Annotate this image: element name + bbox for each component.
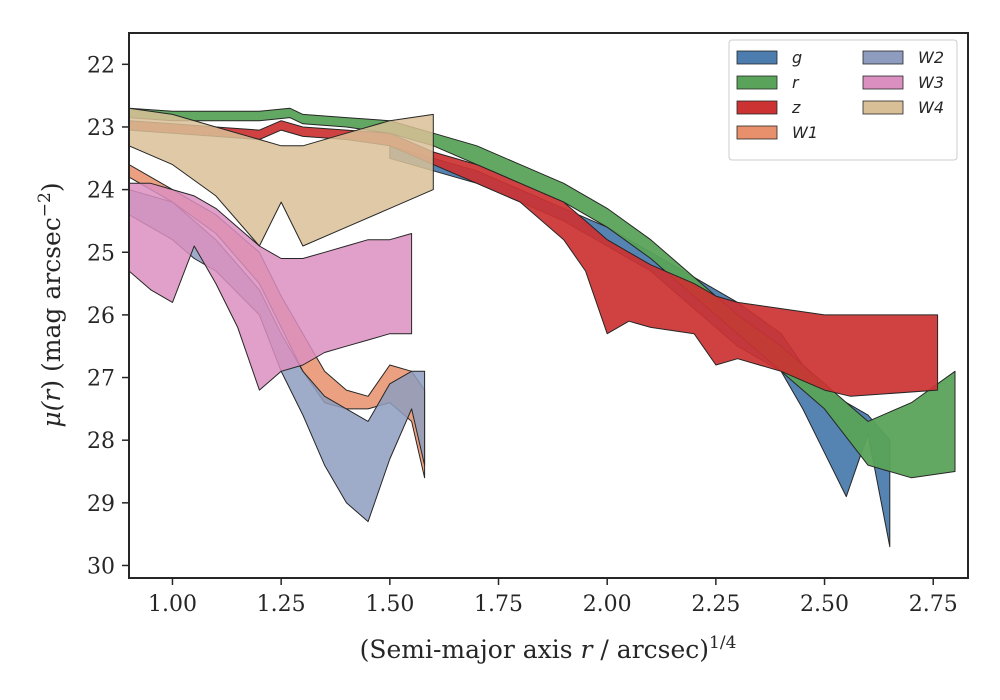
legend-box bbox=[728, 39, 958, 161]
y-axis-label: μ(r) (mag arcsec−2) bbox=[35, 182, 66, 427]
legend-swatch bbox=[736, 50, 778, 65]
x-tick-label: 1.50 bbox=[365, 592, 414, 617]
legend-label: W2 bbox=[918, 48, 944, 67]
axes: 1.00 1.25 1.50 1.75 2.00 2.25 2.50 2.75 22 23 24 25… bbox=[87, 32, 969, 617]
x-tick-label: 2.25 bbox=[691, 592, 740, 617]
series-bands bbox=[129, 107, 956, 548]
legend-swatch bbox=[862, 75, 904, 90]
y-tick-label: 25 bbox=[87, 241, 115, 266]
x-tick-label: 2.50 bbox=[800, 592, 849, 617]
x-axis-label: (Semi-major axis r / arcsec)1/4 bbox=[360, 633, 737, 664]
legend-swatch bbox=[862, 100, 904, 115]
band-w3 bbox=[129, 182, 413, 391]
y-tick-label: 23 bbox=[87, 116, 115, 141]
x-tick-label: 2.75 bbox=[909, 592, 958, 617]
plot-frame bbox=[128, 32, 969, 579]
x-tick-label: 1.75 bbox=[474, 592, 523, 617]
legend-label: r bbox=[792, 73, 800, 92]
legend: grz W1 W2 W3 W4 bbox=[728, 39, 958, 161]
band-w4 bbox=[129, 107, 434, 247]
legend-swatch bbox=[736, 100, 778, 115]
y-tick-label: 28 bbox=[87, 429, 115, 454]
y-tick-label: 26 bbox=[87, 304, 115, 329]
legend-swatch bbox=[862, 50, 904, 65]
legend-label: g bbox=[792, 48, 802, 67]
plot-area bbox=[129, 107, 956, 548]
x-tick-label: 2.00 bbox=[583, 592, 632, 617]
y-tick-label: 24 bbox=[87, 179, 115, 204]
y-tick-label: 22 bbox=[87, 53, 115, 78]
y-tick-label: 30 bbox=[87, 554, 115, 579]
legend-label: W4 bbox=[918, 98, 944, 117]
y-tick-label: 29 bbox=[87, 492, 115, 517]
x-tick-label: 1.25 bbox=[257, 592, 306, 617]
legend-swatch bbox=[736, 75, 778, 90]
x-tick-label: 1.00 bbox=[148, 592, 197, 617]
legend-swatch bbox=[736, 125, 778, 140]
legend-label: W3 bbox=[918, 73, 944, 92]
legend-label: W1 bbox=[792, 123, 818, 142]
legend-label: z bbox=[791, 98, 801, 117]
y-tick-label: 27 bbox=[87, 367, 115, 392]
